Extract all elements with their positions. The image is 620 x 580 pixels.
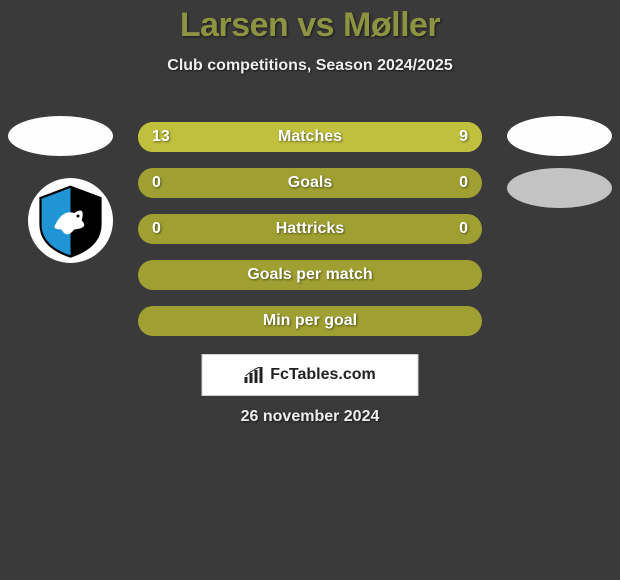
brand-box: FcTables.com — [202, 354, 419, 396]
stat-value-left: 0 — [152, 174, 161, 192]
stat-content: 13 Matches 9 — [138, 128, 482, 146]
stat-value-right: 9 — [459, 128, 468, 146]
page-title: Larsen vs Møller — [0, 0, 620, 45]
stat-value-right: 0 — [459, 174, 468, 192]
stat-value-right: 0 — [459, 220, 468, 238]
stat-label: Goals per match — [247, 266, 372, 283]
player-avatar-left — [8, 116, 113, 156]
stat-label: Min per goal — [263, 312, 357, 329]
stat-label: Goals — [288, 174, 332, 191]
subtitle: Club competitions, Season 2024/2025 — [0, 57, 620, 75]
bar-chart-icon — [244, 367, 264, 383]
player-avatar-right — [507, 116, 612, 156]
stat-content: 0 Goals 0 — [138, 174, 482, 192]
date-text: 26 november 2024 — [0, 408, 620, 426]
stat-row: Goals per match — [138, 260, 482, 290]
stat-row: 13 Matches 9 — [138, 122, 482, 152]
stats-panel: 13 Matches 9 0 Goals 0 0 Hattricks 0 Goals per ma… — [138, 122, 482, 352]
infographic-container: Larsen vs Møller Club competitions, Seas… — [0, 0, 620, 580]
stat-content: Goals per match — [138, 266, 482, 284]
club-avatar-right — [507, 168, 612, 208]
shield-icon — [33, 183, 108, 258]
stat-value-left: 0 — [152, 220, 161, 238]
stat-label: Hattricks — [276, 220, 344, 237]
stat-label: Matches — [278, 128, 342, 145]
stat-row: 0 Goals 0 — [138, 168, 482, 198]
club-badge-left — [28, 178, 113, 263]
brand-text: FcTables.com — [270, 366, 376, 384]
stat-row: Min per goal — [138, 306, 482, 336]
stat-content: Min per goal — [138, 312, 482, 330]
stat-content: 0 Hattricks 0 — [138, 220, 482, 238]
stat-value-left: 13 — [152, 128, 170, 146]
stat-row: 0 Hattricks 0 — [138, 214, 482, 244]
